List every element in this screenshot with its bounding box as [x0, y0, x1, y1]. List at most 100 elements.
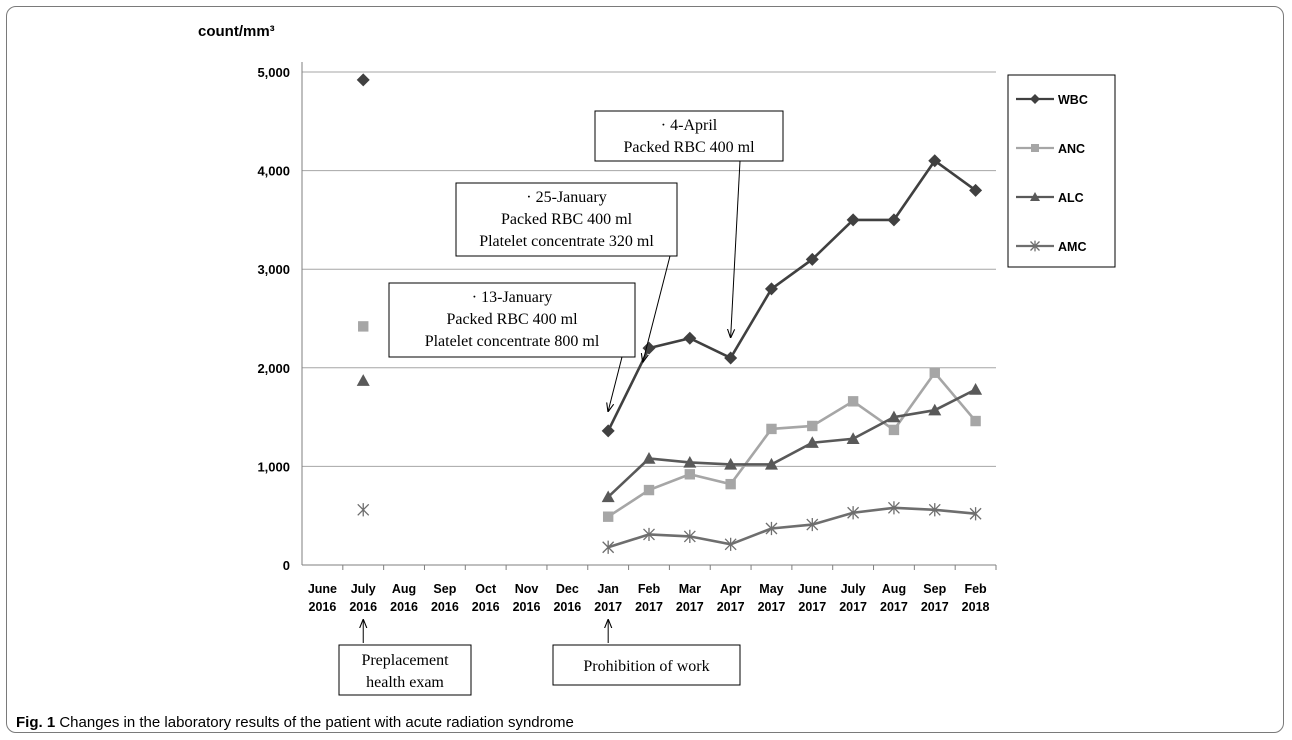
gridlines	[301, 62, 996, 566]
data-point	[887, 213, 901, 227]
series-line	[607, 370, 977, 518]
x-tick-label: Oct 2016	[472, 582, 500, 614]
annotation-text: Platelet concentrate 320 ml	[479, 233, 654, 250]
x-tick-label: Dec 2016	[553, 582, 581, 614]
annotation-text: · 13-January	[472, 289, 552, 306]
annotation-text: Packed RBC 400 ml	[446, 311, 578, 328]
data-point	[847, 506, 860, 520]
caption-label: Fig. 1	[16, 714, 56, 731]
data-point	[847, 396, 859, 407]
legend: WBC ANC ALC AMC	[1007, 74, 1116, 268]
figure-frame	[6, 6, 1284, 733]
data-point	[724, 457, 738, 470]
axis-note: Preplacement health exam	[338, 620, 472, 696]
data-point	[969, 507, 982, 521]
axis-note-text: Preplacement	[361, 652, 449, 669]
series-lines	[356, 73, 983, 554]
x-tick-label: May 2017	[758, 582, 786, 614]
data-point	[601, 424, 615, 438]
legend-item-alc: ALC	[1016, 191, 1084, 205]
data-point	[969, 183, 983, 197]
data-point	[602, 511, 614, 522]
series-line	[607, 506, 976, 549]
y-tick-label: 3,000	[257, 262, 290, 277]
y-tick-label: 4,000	[257, 164, 290, 179]
data-point	[643, 484, 655, 496]
annotation-text: Packed RBC 400 ml	[501, 211, 633, 228]
data-point	[602, 540, 615, 554]
data-point	[969, 382, 983, 395]
series-wbc	[356, 73, 983, 438]
below-axis-notes: Preplacement health exam Prohibition of wo…	[338, 620, 741, 696]
annotation-box: · 13-January Packed RBC 400 ml Platelet co…	[388, 282, 636, 411]
series-line	[607, 388, 977, 498]
legend-label: ANC	[1058, 142, 1085, 156]
axis-note-frame	[552, 644, 741, 686]
data-point	[1030, 94, 1040, 104]
legend-label: AMC	[1058, 240, 1086, 254]
data-point	[765, 521, 778, 536]
data-point	[358, 321, 369, 332]
data-point	[805, 252, 819, 266]
x-tick-label: Feb 2017	[635, 582, 663, 614]
y-tick-label: 5,000	[257, 65, 290, 80]
data-point	[929, 367, 940, 378]
annotation-box: · 4-April Packed RBC 400 ml	[594, 110, 784, 337]
annotation-frame	[455, 182, 678, 257]
y-axis-ticks: 0 1,000 2,000 3,000 4,000 5,000	[257, 65, 290, 573]
data-point	[805, 436, 819, 448]
legend-item-anc: ANC	[1016, 142, 1085, 156]
x-tick-label: June 2017	[798, 582, 827, 614]
figure-caption: Fig. 1 Changes in the laboratory results…	[16, 714, 574, 731]
x-axis-ticks: June 2016 July 2016 Aug 2016 Sep 2016 Oct 2016 Nov…	[308, 565, 997, 614]
annotation-arrow	[643, 255, 671, 362]
data-point	[642, 341, 656, 355]
annotation-text: · 4-April	[661, 117, 718, 134]
data-point	[846, 432, 860, 444]
data-point	[764, 282, 778, 296]
annotation-arrow	[608, 356, 623, 411]
data-point	[928, 154, 942, 168]
data-point	[357, 503, 370, 517]
annotation-arrow	[731, 160, 741, 337]
x-tick-label: Aug 2016	[390, 582, 418, 614]
data-point	[684, 469, 696, 480]
data-point	[1030, 192, 1040, 201]
legend-frame	[1007, 74, 1116, 268]
annotation-text: Packed RBC 400 ml	[623, 139, 755, 156]
y-tick-label: 1,000	[257, 459, 290, 474]
x-tick-label: Aug 2017	[880, 582, 908, 614]
x-tick-label: Mar 2017	[676, 582, 704, 614]
data-point	[928, 403, 942, 416]
data-point	[928, 503, 941, 517]
data-point	[1031, 144, 1039, 152]
x-tick-label: Sep 2016	[431, 582, 459, 614]
annotation-text: Platelet concentrate 800 ml	[425, 333, 600, 350]
x-tick-label: June 2016	[308, 582, 337, 614]
axis-note-text: Prohibition of work	[583, 658, 709, 675]
data-point	[642, 452, 656, 464]
annotation-frame	[388, 282, 636, 358]
legend-label: WBC	[1058, 93, 1088, 107]
data-point	[970, 415, 981, 427]
data-point	[807, 420, 818, 432]
data-point	[887, 410, 901, 423]
x-tick-label: Apr 2017	[717, 582, 745, 614]
legend-item-wbc: WBC	[1016, 93, 1088, 107]
data-point	[888, 424, 900, 436]
data-point	[356, 73, 370, 87]
x-tick-label: July 2017	[839, 582, 867, 614]
data-point	[643, 527, 655, 542]
x-tick-label: Jan 2017	[594, 582, 622, 614]
caption-text: Changes in the laboratory results of the…	[55, 714, 574, 731]
axis-note-text: health exam	[366, 674, 444, 691]
x-tick-label: Feb 2018	[962, 582, 990, 614]
y-tick-label: 0	[283, 558, 290, 573]
annotation-text: · 25-January	[526, 189, 606, 206]
series-line	[607, 158, 977, 432]
data-point	[764, 457, 778, 470]
x-tick-label: Nov 2016	[513, 582, 541, 614]
data-point	[724, 537, 737, 551]
y-tick-label: 2,000	[257, 361, 290, 376]
